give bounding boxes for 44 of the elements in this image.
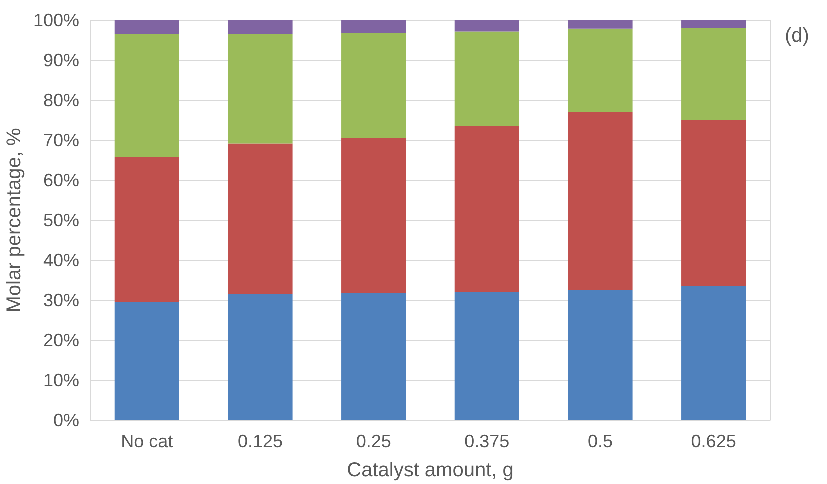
y-tick-label: 90%	[43, 50, 80, 70]
y-tick-label: 50%	[43, 210, 80, 230]
y-axis-title: Molar percentage, %	[3, 128, 26, 313]
bar	[228, 294, 293, 420]
y-tick-label: 100%	[33, 10, 80, 30]
y-tick-label: 0%	[53, 410, 80, 430]
x-tick-label: 0.625	[691, 432, 736, 452]
bar	[568, 20, 633, 29]
x-axis-title: Catalyst amount, g	[347, 460, 514, 482]
y-tick-label: 60%	[43, 170, 80, 190]
bar	[682, 120, 746, 286]
y-tick-label: 80%	[43, 90, 80, 110]
x-tick-label: No cat	[121, 432, 174, 452]
bar	[342, 20, 406, 34]
bar	[454, 32, 520, 126]
x-tick-label: 0.25	[356, 432, 392, 452]
text: (d)	[785, 24, 810, 49]
y-tick-label: 40%	[43, 250, 80, 270]
y-tick-label: 70%	[43, 130, 80, 150]
bar	[228, 144, 293, 294]
bar	[682, 286, 746, 420]
y-tick-label: 10%	[43, 370, 80, 390]
bar	[454, 20, 520, 32]
bar	[114, 20, 180, 34]
y-tick-label: 20%	[43, 330, 80, 350]
bar	[114, 34, 180, 158]
y-tick-label: 30%	[43, 290, 80, 310]
x-tick-label: 0.5	[588, 432, 614, 452]
bar	[568, 290, 633, 420]
bar	[342, 293, 406, 420]
bar	[114, 302, 180, 420]
bar	[342, 138, 406, 294]
bar	[568, 28, 633, 112]
bar	[114, 157, 180, 302]
bar	[682, 20, 746, 28]
bar	[228, 20, 293, 34]
x-tick-label: 0.125	[238, 432, 284, 452]
bar	[682, 28, 746, 120]
bar	[342, 33, 406, 138]
bar	[454, 126, 520, 292]
bar	[454, 292, 520, 420]
x-tick-label: 0.375	[464, 432, 510, 452]
bar	[568, 112, 633, 290]
bar	[228, 34, 293, 144]
